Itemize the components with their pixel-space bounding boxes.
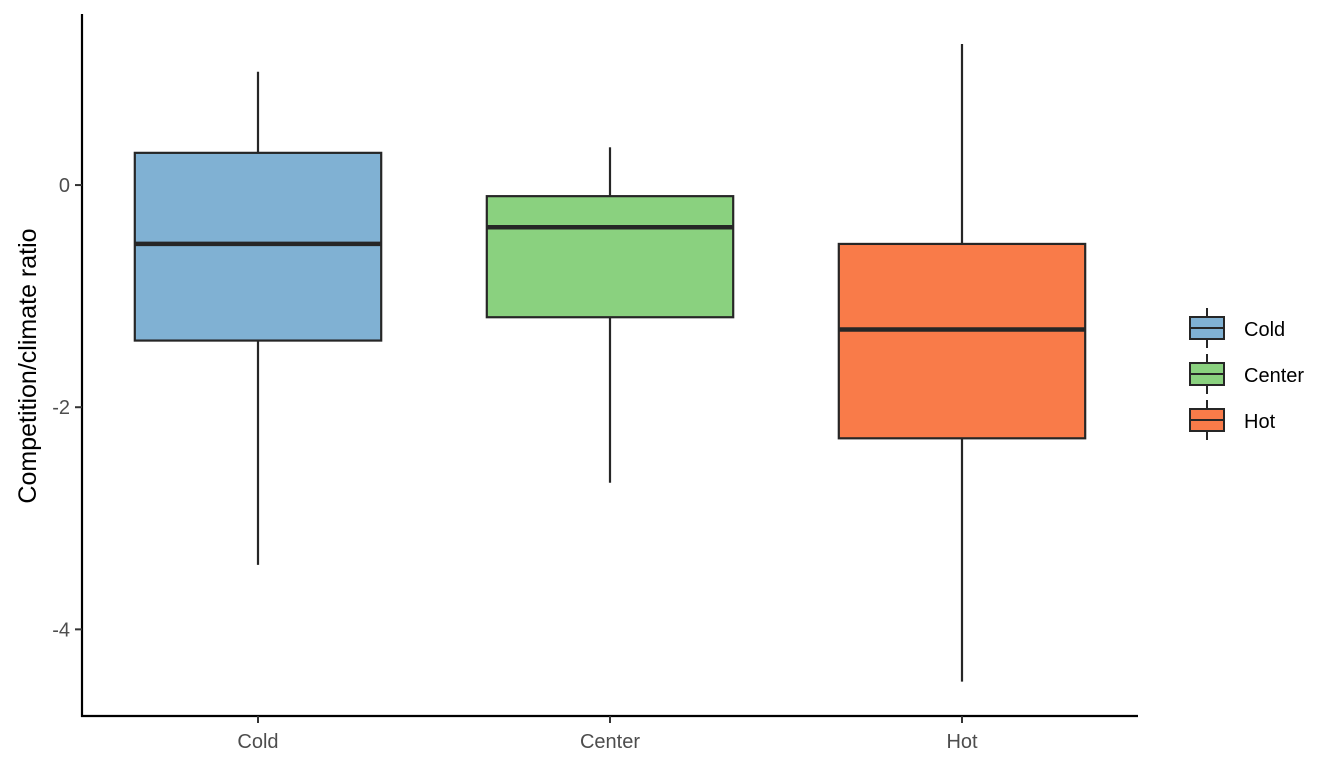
- axes: 0 -2 -4 Cold Center Hot: [52, 14, 1138, 753]
- legend-label: Cold: [1244, 319, 1285, 341]
- x-tick-label: Hot: [946, 731, 978, 753]
- legend-item-cold: Cold: [1189, 308, 1285, 348]
- legend: Cold Center Hot: [1189, 308, 1304, 440]
- y-tick-label: 0: [59, 175, 70, 197]
- box-body: [133, 151, 383, 342]
- box-body: [837, 242, 1087, 440]
- y-axis-title: Competition/climate ratio: [14, 228, 42, 503]
- box-cold: [133, 71, 383, 565]
- box-hot: [837, 43, 1087, 682]
- legend-label: Hot: [1244, 411, 1276, 433]
- x-tick-label: Center: [580, 731, 640, 753]
- legend-item-center: Center: [1189, 354, 1304, 394]
- plot-area: [133, 43, 1087, 682]
- y-tick-label: -4: [52, 619, 70, 641]
- y-tick-label: -2: [52, 397, 70, 419]
- x-tick-label: Cold: [237, 731, 278, 753]
- legend-item-hot: Hot: [1189, 400, 1276, 440]
- box-center: [485, 147, 735, 483]
- legend-label: Center: [1244, 365, 1304, 387]
- box-body: [485, 195, 735, 319]
